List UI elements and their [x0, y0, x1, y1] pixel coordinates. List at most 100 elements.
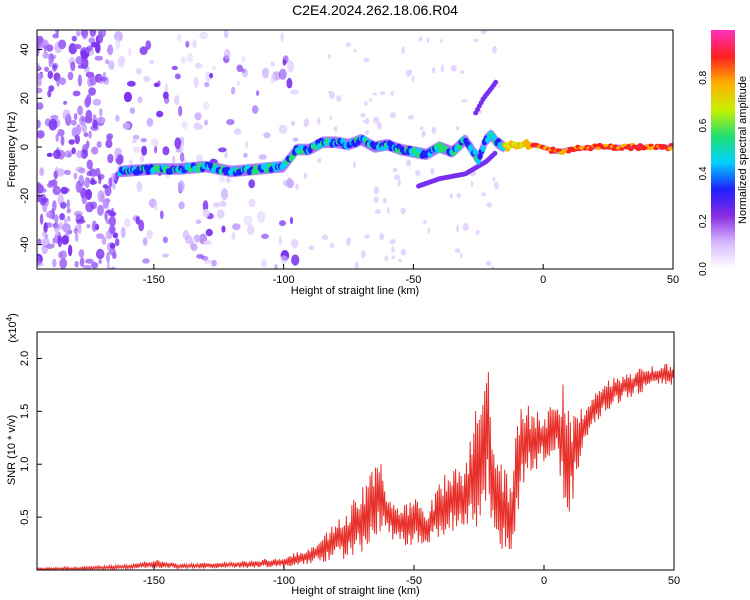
noise-speck — [62, 109, 71, 121]
noise-speck — [172, 155, 176, 164]
noise-speck — [94, 55, 104, 61]
noise-speck — [365, 117, 370, 125]
ridge-core — [556, 148, 562, 152]
noise-speck — [76, 150, 83, 159]
ridge-core — [668, 143, 673, 147]
ridge-core — [491, 133, 497, 141]
noise-speck — [86, 140, 90, 149]
noise-speck — [67, 215, 71, 222]
noise-speck — [204, 259, 212, 265]
plot1-ytick-label: 20 — [19, 92, 31, 104]
noise-speck — [45, 44, 54, 52]
noise-speck — [39, 213, 44, 225]
noise-speck — [216, 209, 225, 219]
noise-speck — [86, 224, 91, 229]
noise-speck — [440, 39, 443, 44]
noise-speck — [60, 201, 67, 209]
noise-speck — [102, 198, 110, 209]
noise-speck — [218, 147, 227, 153]
noise-speck — [108, 60, 115, 70]
noise-speck — [101, 236, 107, 245]
noise-speck — [304, 123, 308, 128]
noise-speck — [400, 248, 407, 256]
noise-speck — [186, 53, 194, 63]
ridge-core — [653, 146, 659, 151]
noise-speck — [67, 153, 72, 158]
plot2-scale-close: ) — [7, 313, 19, 317]
noise-speck — [54, 233, 58, 242]
noise-speck — [274, 263, 278, 269]
noise-speck — [204, 82, 210, 88]
noise-speck — [386, 206, 390, 214]
noise-speck — [55, 133, 59, 142]
noise-speck — [431, 126, 437, 135]
heatmap-layer — [37, 30, 673, 269]
noise-speck — [143, 76, 151, 82]
noise-speck — [282, 58, 287, 66]
ridge-core — [619, 147, 625, 151]
noise-speck — [104, 59, 110, 65]
noise-speck — [456, 192, 462, 199]
noise-speck — [92, 98, 102, 106]
noise-speck — [406, 159, 412, 167]
noise-speck — [154, 200, 158, 212]
plot1-xtick-label: 0 — [540, 274, 546, 286]
noise-speck — [280, 255, 288, 265]
noise-speck — [400, 207, 407, 214]
noise-speck — [108, 215, 116, 227]
noise-speck — [62, 223, 71, 233]
noise-speck — [44, 66, 50, 73]
noise-speck — [256, 90, 260, 96]
noise-speck — [55, 147, 61, 156]
noise-speck — [140, 138, 147, 143]
noise-speck — [407, 114, 414, 120]
noise-speck — [220, 188, 229, 200]
plot2-ylabel: SNR (10 * v/v) — [6, 415, 18, 485]
noise-speck — [497, 84, 501, 88]
noise-speck — [203, 240, 212, 245]
noise-speck — [360, 250, 366, 259]
noise-speck — [97, 190, 105, 203]
noise-speck — [211, 66, 217, 70]
noise-speck — [346, 239, 351, 246]
plot2-frame — [36, 331, 675, 571]
noise-speck — [136, 67, 142, 75]
noise-speck — [37, 72, 44, 80]
noise-speck — [392, 167, 398, 173]
noise-speck — [52, 258, 57, 268]
noise-speck — [278, 124, 288, 134]
noise-speck — [248, 179, 256, 189]
noise-speck — [379, 91, 386, 95]
noise-speck — [308, 245, 315, 251]
noise-speck — [423, 219, 427, 225]
plot2-xtick-label: -100 — [273, 575, 295, 587]
noise-speck — [39, 167, 45, 177]
noise-speck — [456, 224, 460, 233]
plot1-ytick-label: 40 — [19, 43, 31, 55]
noise-speck — [90, 201, 98, 210]
noise-speck — [137, 96, 143, 103]
noise-speck — [122, 122, 131, 130]
noise-speck — [136, 181, 143, 192]
noise-speck — [162, 253, 169, 258]
noise-speck — [390, 90, 394, 97]
noise-speck — [85, 189, 92, 200]
noise-speck — [373, 116, 380, 124]
noise-speck — [236, 64, 243, 72]
noise-speck — [81, 123, 88, 133]
noise-speck — [258, 154, 267, 160]
noise-speck — [92, 114, 97, 119]
noise-speck — [291, 238, 299, 248]
noise-speck — [107, 262, 110, 269]
noise-speck — [66, 208, 71, 214]
noise-speck — [75, 166, 84, 173]
noise-speck — [290, 120, 296, 126]
noise-speck — [75, 56, 83, 65]
noise-speck — [204, 119, 208, 126]
noise-speck — [79, 115, 87, 126]
noise-speck — [106, 209, 112, 214]
noise-speck — [109, 177, 112, 189]
noise-speck — [389, 112, 397, 119]
noise-speck — [287, 61, 295, 73]
noise-speck — [142, 258, 150, 264]
